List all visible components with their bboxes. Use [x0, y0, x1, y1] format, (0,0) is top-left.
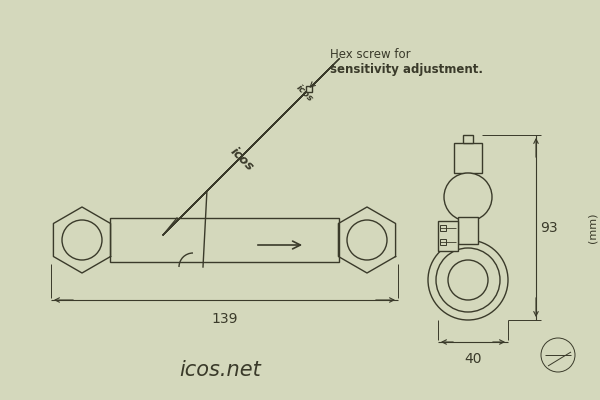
Text: (mm): (mm) — [587, 212, 597, 243]
Bar — [438, 221, 458, 251]
Bar — [440, 239, 446, 245]
Circle shape — [436, 248, 500, 312]
Text: 139: 139 — [211, 312, 238, 326]
Circle shape — [428, 240, 508, 320]
Text: icos: icos — [294, 83, 315, 104]
Text: Hex screw for: Hex screw for — [330, 48, 410, 61]
Bar — [463, 135, 473, 143]
Bar — [454, 143, 482, 173]
Circle shape — [62, 220, 102, 260]
Bar — [458, 217, 478, 244]
Text: sensitivity adjustment.: sensitivity adjustment. — [330, 63, 483, 76]
Circle shape — [347, 220, 387, 260]
Text: icos: icos — [227, 145, 256, 174]
Text: 40: 40 — [464, 352, 482, 366]
Circle shape — [444, 173, 492, 221]
Circle shape — [448, 260, 488, 300]
Circle shape — [541, 338, 575, 372]
Bar — [440, 225, 446, 231]
Text: icos.net: icos.net — [179, 360, 261, 380]
Text: 93: 93 — [540, 220, 557, 234]
Bar — [110, 218, 339, 262]
